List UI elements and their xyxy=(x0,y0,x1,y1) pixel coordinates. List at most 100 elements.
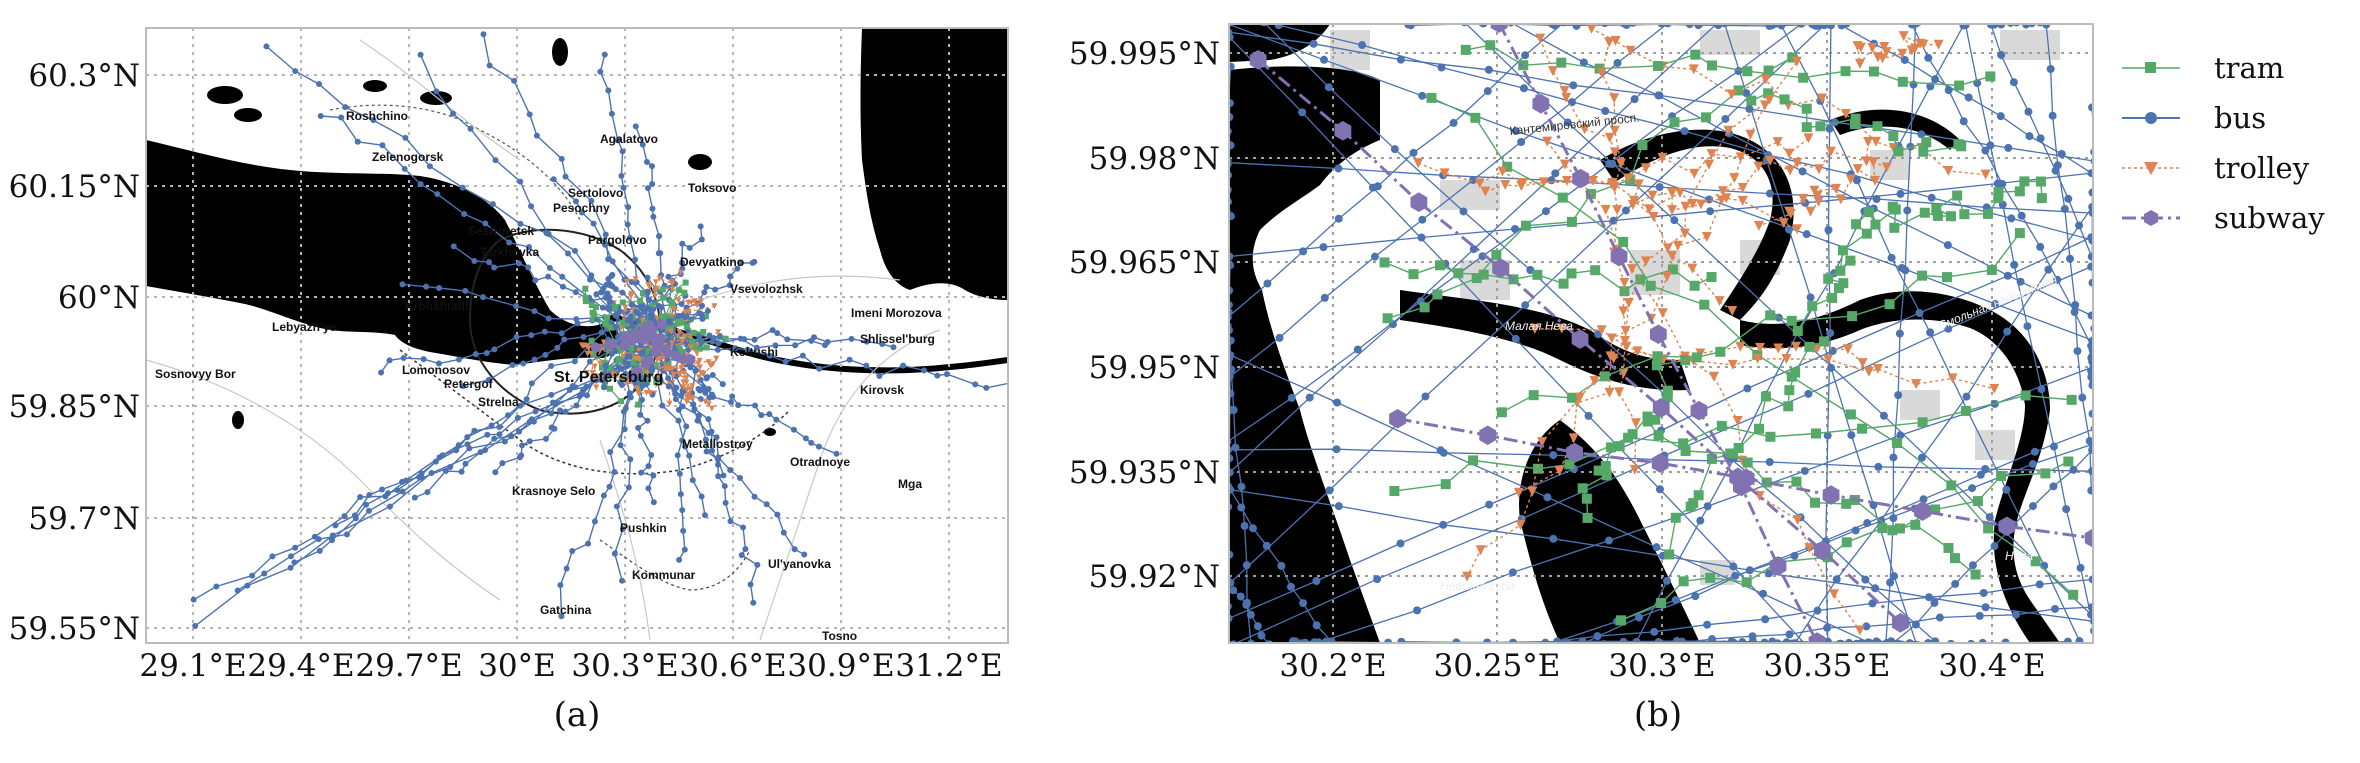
panel-a-y-ticks: 60.3°N 60.15°N 60°N 59.85°N 59.7°N 59.55… xyxy=(9,58,140,647)
bus-stop-marker xyxy=(516,428,523,435)
tram-stop-marker xyxy=(1662,385,1673,396)
trolley-stop-marker xyxy=(1792,514,1803,525)
bus-stop-marker xyxy=(491,264,498,271)
bus-stop-marker xyxy=(496,424,503,431)
place-otradnoye: Otradnoye xyxy=(790,455,850,469)
subway-station-marker xyxy=(651,345,661,357)
tram-stop-marker xyxy=(1662,392,1673,403)
tram-stop-marker xyxy=(1557,192,1568,203)
trolley-stop-marker xyxy=(1680,201,1691,212)
tram-stop-marker xyxy=(1652,60,1663,71)
bus-stop-marker xyxy=(619,526,626,533)
bus-stop-marker xyxy=(1926,328,1935,337)
bus-stop-marker xyxy=(1551,169,1560,178)
trolley-stop-marker xyxy=(1462,571,1473,582)
bus-stop-marker xyxy=(709,447,716,454)
tram-stop-marker xyxy=(1783,401,1794,412)
bus-route xyxy=(614,321,632,581)
bus-stop-marker xyxy=(542,435,549,442)
subway-station-marker xyxy=(1690,400,1708,421)
tram-stop-marker xyxy=(2040,468,2051,479)
trolley-stop-marker xyxy=(1701,231,1712,242)
tram-stop-marker xyxy=(1700,112,1711,123)
bus-stop-marker xyxy=(557,582,564,589)
tram-stop-marker xyxy=(1960,405,1971,416)
trolley-stop-marker xyxy=(1716,195,1727,206)
bus-stop-marker xyxy=(513,333,520,340)
bus-route xyxy=(1677,606,2092,643)
trolley-stop-marker xyxy=(1609,93,1620,104)
bus-stop-marker xyxy=(1886,578,1895,587)
bus-stop-marker xyxy=(532,408,539,415)
bus-stop-marker xyxy=(792,342,799,349)
bus-stop-marker xyxy=(2051,166,2060,175)
trolley-stop-marker xyxy=(1614,387,1625,398)
tram-stop-marker xyxy=(1715,346,1726,357)
trolley-stop-marker xyxy=(1870,175,1881,186)
bus-stop-marker xyxy=(543,230,550,237)
tram-stop-marker xyxy=(1656,598,1667,609)
bus-stop-marker xyxy=(665,383,672,390)
place-st-petersburg: St. Petersburg xyxy=(554,369,663,386)
bus-stop-marker xyxy=(2004,143,2013,152)
tram-stop-marker xyxy=(1496,407,1507,418)
bus-stop-marker xyxy=(1248,524,1257,533)
bus-stop-marker xyxy=(1632,637,1641,643)
trolley-stop-marker xyxy=(1568,433,1579,444)
tram-stop-marker xyxy=(1635,274,1646,285)
tram-stop-marker xyxy=(1389,486,1400,497)
bus-stop-marker xyxy=(1882,638,1891,643)
bus-stop-marker xyxy=(679,312,686,319)
bus-stop-marker xyxy=(433,88,440,95)
bus-stop-marker xyxy=(1823,623,1832,632)
tram-stop-marker xyxy=(1690,49,1701,60)
bus-stop-marker xyxy=(1935,613,1944,622)
trolley-stop-marker xyxy=(1813,196,1824,207)
bus-stop-marker xyxy=(2090,148,2093,156)
trolley-stop-marker xyxy=(1559,159,1570,170)
tram-stop-marker xyxy=(1763,88,1774,99)
bus-stop-marker xyxy=(1986,141,1995,150)
bus-stop-marker xyxy=(558,330,565,337)
tram-stop-marker xyxy=(1887,525,1898,536)
trolley-stop-marker xyxy=(584,350,591,357)
bus-stop-marker xyxy=(752,402,759,409)
subway-station-marker xyxy=(1998,516,2016,537)
subway-station-marker xyxy=(1479,425,1497,446)
bus-stop-marker xyxy=(611,550,618,557)
bus-stop-marker xyxy=(2048,111,2057,120)
bus-stop-marker xyxy=(531,308,538,315)
bus-stop-marker xyxy=(436,454,443,461)
bus-stop-marker xyxy=(459,184,466,191)
bus-stop-marker xyxy=(2028,502,2037,511)
trolley-stop-marker xyxy=(633,385,640,392)
bus-stop-marker xyxy=(583,392,590,399)
trolley-stop-marker xyxy=(1516,181,1527,192)
trolley-stop-marker xyxy=(1640,163,1651,174)
tram-stop-marker xyxy=(2066,394,2077,405)
bus-stop-marker xyxy=(580,333,587,340)
place-neva: Нева xyxy=(2005,549,2033,563)
bus-stop-marker xyxy=(585,540,592,547)
bus-stop-marker xyxy=(1898,640,1906,643)
tram-stop-marker xyxy=(1689,280,1700,291)
tram-stop-marker xyxy=(1556,57,1567,68)
bus-stop-marker xyxy=(434,191,441,198)
bus-stop-marker xyxy=(486,376,493,383)
bus-stop-marker xyxy=(782,358,789,365)
bus-stop-marker xyxy=(2078,393,2087,402)
tram-stop-marker xyxy=(682,279,689,286)
bus-stop-marker xyxy=(625,317,632,324)
trolley-stop-marker xyxy=(1687,263,1698,274)
bus-stop-marker xyxy=(1731,571,1740,580)
bus-stop-marker xyxy=(525,264,532,271)
trolley-stop-marker xyxy=(1872,52,1883,63)
subway-station-marker xyxy=(1490,24,1508,33)
bus-stop-marker xyxy=(533,132,540,139)
bus-stop-marker xyxy=(614,137,621,144)
bus-stop-marker xyxy=(1229,468,1234,477)
bus-stop-marker xyxy=(520,360,527,367)
tram-stop-marker xyxy=(1564,459,1575,470)
tram-stop-marker xyxy=(603,321,610,328)
bus-stop-marker xyxy=(709,372,716,379)
